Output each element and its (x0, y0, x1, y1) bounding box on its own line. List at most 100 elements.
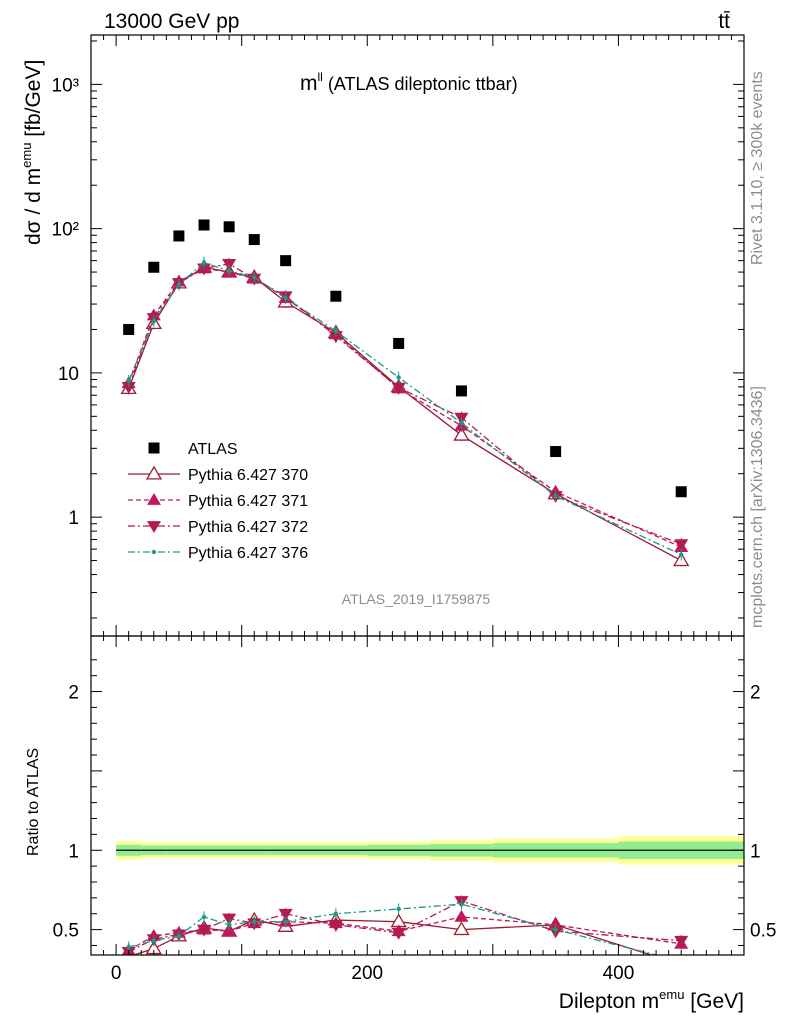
ratio-point (176, 933, 182, 939)
data-point (201, 260, 207, 265)
ratio-series-pythia-6-427-371 (121, 909, 689, 955)
data-point (675, 486, 687, 498)
ratio-line (128, 900, 682, 953)
y-tick-label: 10³ (52, 75, 79, 96)
data-point (459, 420, 464, 426)
plot-title-rest: (ATLAS dileptonic ttbar) (323, 74, 518, 94)
ratio-point (328, 919, 343, 932)
ratio-point (674, 958, 688, 970)
data-point (455, 385, 467, 397)
ratio-panel-series (121, 895, 689, 970)
x-tick-label: 200 (351, 963, 383, 984)
data-point (391, 382, 406, 395)
ratio-y-tick-label-right: 1 (750, 841, 761, 862)
data-point (126, 378, 131, 384)
series-line (128, 263, 682, 545)
legend-label: Pythia 6.427 372 (188, 519, 308, 536)
legend-marker (145, 465, 163, 480)
analysis-id: ATLAS_2019_I1759875 (342, 591, 491, 607)
ratio-series-pythia-6-427-376 (126, 898, 683, 963)
data-point (328, 331, 343, 344)
bottom-frame (90, 635, 745, 956)
ratio-point (454, 909, 469, 922)
data-point (333, 328, 339, 334)
legend-marker (148, 442, 160, 454)
data-point (123, 323, 135, 335)
data-point (550, 446, 562, 458)
legend-label: Pythia 6.427 371 (188, 493, 308, 510)
ratio-y-tick-label-left: 2 (68, 683, 79, 704)
series-line (128, 266, 682, 562)
legend-marker (151, 549, 157, 555)
ratio-y-tick-label-left: 0.5 (53, 921, 79, 942)
y-tick-label: 1 (68, 508, 79, 529)
ratio-point (252, 919, 257, 924)
ratio-point (459, 902, 464, 907)
series-line (128, 262, 682, 556)
data-point (679, 552, 684, 557)
legend-label: Pythia 6.427 370 (188, 467, 308, 484)
data-point (121, 381, 136, 394)
data-point (393, 337, 405, 349)
ratio-point (278, 908, 293, 921)
ratio-point (674, 935, 689, 948)
legend-marker (147, 493, 161, 505)
data-point (553, 493, 558, 499)
ratio-series-pythia-6-427-372 (121, 895, 689, 955)
ratio-point (396, 906, 401, 912)
data-point (248, 234, 260, 246)
plot-title: mll (ATLAS dileptonic ttbar) (300, 70, 518, 95)
y-tick-label: 10 (58, 364, 79, 385)
series-pythia-6-427-376 (126, 256, 684, 561)
plot-title-main: m (300, 72, 318, 95)
data-point (198, 219, 210, 231)
data-point (396, 375, 401, 380)
data-point (330, 290, 342, 302)
data-point (453, 426, 470, 441)
ratio-point (453, 921, 470, 936)
ratio-band (116, 835, 744, 865)
data-point (280, 255, 292, 267)
ratio-point (197, 924, 212, 937)
data-point (176, 282, 182, 287)
axes: 0 200 400 1 10 10² 10³ 0.5 0.5 1 1 2 2 (52, 34, 776, 984)
ratio-point (126, 944, 131, 950)
ylabel-top: dσ / d memu [fb/GeV] (19, 60, 45, 245)
data-point (223, 221, 235, 233)
ratio-point (391, 927, 406, 940)
ratio-line (128, 903, 659, 955)
header-right: tt̄ (718, 10, 730, 33)
data-point (252, 275, 257, 280)
data-point (674, 539, 689, 552)
xlabel-sup: emu (659, 987, 684, 1002)
legend-label: ATLAS (188, 441, 238, 458)
ylabel-top-unit: [fb/GeV] (22, 60, 45, 143)
legend-entry: Pythia 6.427 376 (128, 545, 308, 562)
side-label-mcplots: mcplots.cern.ch [arXiv:1306.3436] (749, 386, 766, 628)
ratio-point (226, 922, 232, 928)
series-atlas (123, 219, 687, 498)
xlabel: Dilepton memu [GeV] (559, 987, 744, 1013)
x-tick-label: 400 (603, 963, 635, 984)
ratio-point (201, 914, 207, 920)
ylabel-top-main: dσ / d m (22, 168, 45, 245)
ratio-point (283, 919, 288, 924)
y-tick-label: 10² (52, 220, 79, 241)
legend: ATLAS Pythia 6.427 370 Pythia 6.427 371 Pyt… (128, 441, 308, 562)
xlabel-main: Dilepton m (559, 990, 659, 1013)
ratio-point (333, 911, 339, 916)
ratio-point (553, 927, 558, 932)
side-label-rivet: Rivet 3.1.10, ≥ 300k events (749, 71, 766, 265)
ratio-point (151, 938, 156, 943)
legend-marker (147, 521, 161, 533)
xlabel-unit: [GeV] (684, 990, 744, 1013)
ratio-point (679, 959, 683, 963)
x-tick-label: 0 (111, 963, 122, 984)
top-panel-series (120, 219, 690, 567)
ratio-series-pythia-6-427-370 (124, 911, 688, 970)
legend-entry: ATLAS (148, 441, 238, 458)
plot-title-sup: ll (318, 70, 323, 84)
data-point (173, 230, 185, 242)
header-left: 13000 GeV pp (104, 10, 239, 33)
